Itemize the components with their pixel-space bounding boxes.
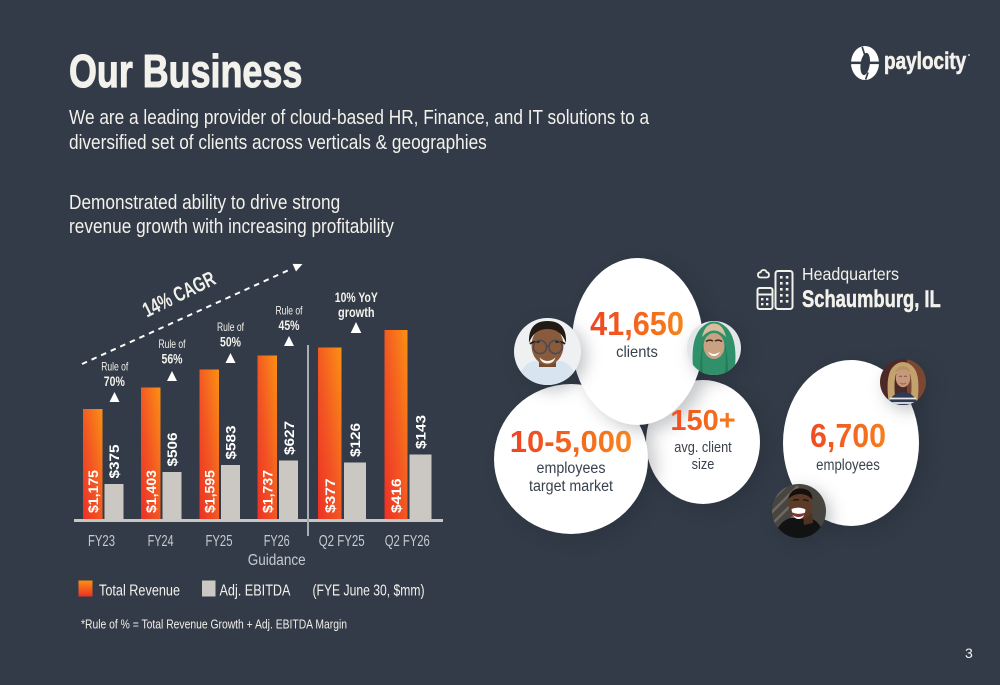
svg-text:Rule of: Rule of [159, 337, 186, 351]
svg-text:$1,403: $1,403 [143, 470, 159, 513]
svg-text:$126: $126 [347, 423, 363, 457]
svg-text:70%: 70% [104, 374, 125, 389]
svg-text:$143: $143 [413, 415, 429, 449]
svg-text:$416: $416 [388, 478, 404, 513]
svg-text:$1,595: $1,595 [201, 470, 217, 513]
svg-text:$1,737: $1,737 [259, 470, 275, 513]
svg-text:Guidance: Guidance [248, 552, 306, 569]
svg-text:FY26: FY26 [264, 533, 290, 550]
svg-text:10% YoY: 10% YoY [335, 290, 378, 305]
svg-text:*Rule of % = Total Revenue Gro: *Rule of % = Total Revenue Growth + Adj.… [81, 618, 347, 632]
svg-text:$506: $506 [164, 432, 180, 466]
svg-text:50%: 50% [220, 335, 241, 350]
svg-text:Rule of: Rule of [217, 320, 244, 334]
svg-text:FY25: FY25 [206, 533, 233, 550]
svg-text:Q2 FY26: Q2 FY26 [385, 533, 430, 550]
svg-text:$375: $375 [106, 444, 122, 478]
svg-text:$1,175: $1,175 [85, 470, 101, 513]
svg-text:Q2 FY25: Q2 FY25 [319, 533, 365, 550]
svg-text:FY23: FY23 [88, 533, 115, 550]
svg-text:Rule of: Rule of [101, 360, 128, 374]
svg-text:(FYE June 30, $mm): (FYE June 30, $mm) [313, 583, 425, 600]
svg-text:Rule of: Rule of [276, 304, 303, 318]
svg-text:FY24: FY24 [148, 533, 174, 550]
svg-text:$583: $583 [223, 425, 239, 459]
svg-text:$627: $627 [281, 421, 297, 455]
svg-text:growth: growth [338, 305, 375, 320]
svg-text:Total Revenue: Total Revenue [99, 583, 180, 600]
svg-text:$377: $377 [322, 478, 338, 513]
svg-text:56%: 56% [162, 352, 183, 367]
svg-text:Adj. EBITDA: Adj. EBITDA [220, 583, 292, 600]
svg-text:45%: 45% [279, 318, 300, 333]
svg-text:14% CAGR: 14% CAGR [139, 267, 219, 322]
